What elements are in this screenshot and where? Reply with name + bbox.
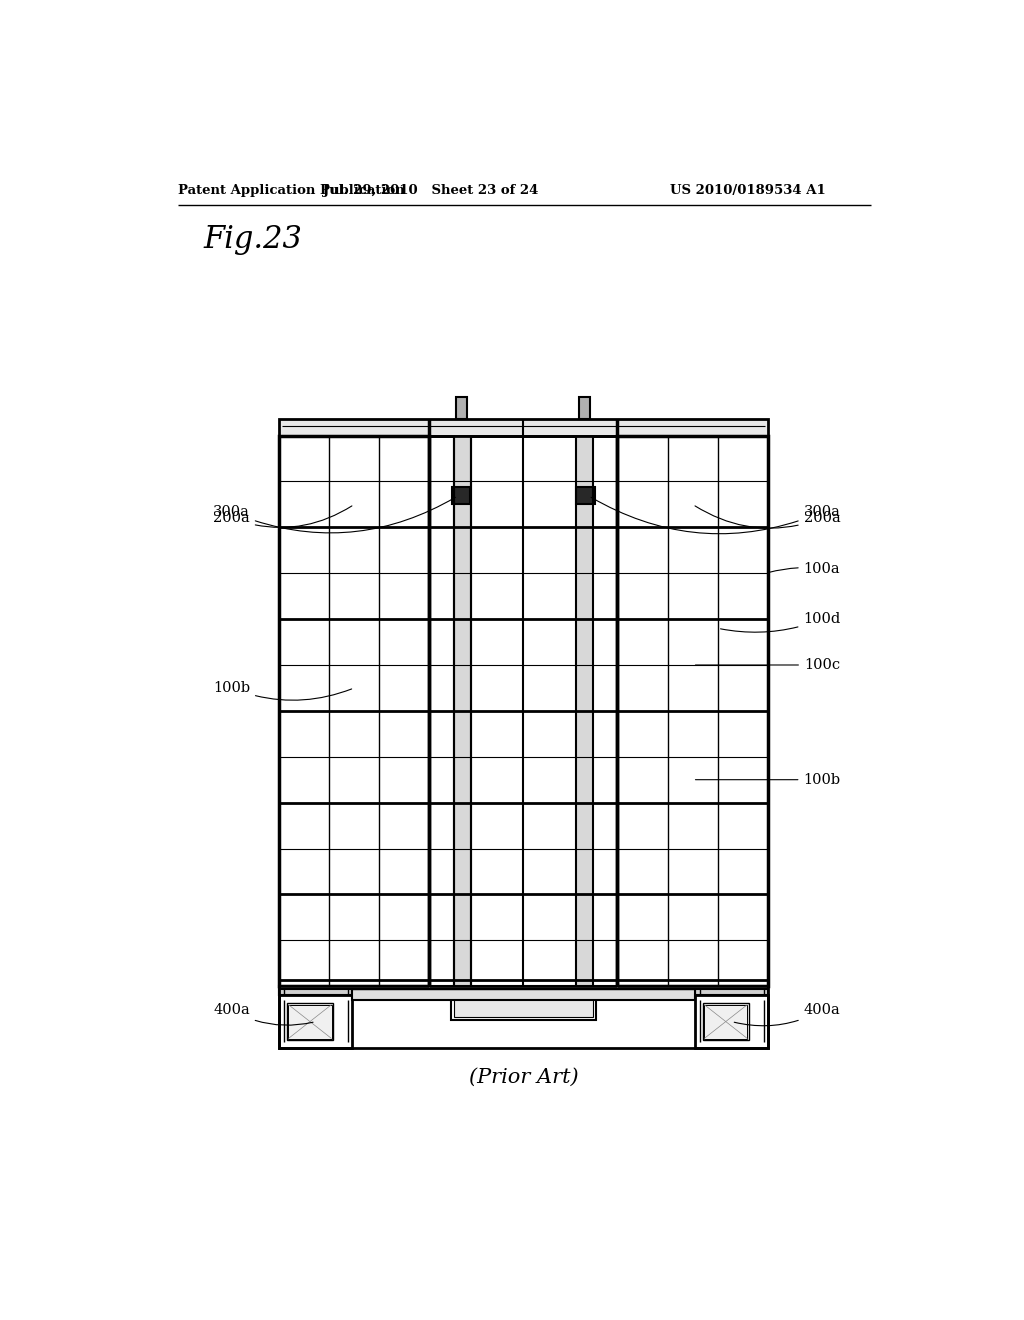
Bar (457, 397, 467, 418)
Text: Jul. 29, 2010   Sheet 23 of 24: Jul. 29, 2010 Sheet 23 of 24 (324, 185, 539, 197)
Text: (Prior Art): (Prior Art) (469, 1068, 579, 1086)
Text: US 2010/0189534 A1: US 2010/0189534 A1 (670, 185, 825, 197)
Bar (289, 1005, 332, 1039)
Text: Fig.23: Fig.23 (204, 224, 302, 255)
Bar (702, 1003, 749, 1040)
Text: 300a: 300a (213, 498, 456, 533)
Bar (287, 1003, 333, 1040)
Text: 100b: 100b (213, 681, 351, 700)
Bar (575, 436, 593, 986)
Bar (454, 998, 593, 1016)
Bar (580, 397, 590, 418)
Text: 100b: 100b (695, 772, 841, 787)
Text: 100a: 100a (768, 561, 841, 576)
Bar (280, 979, 768, 1048)
Text: 300a: 300a (591, 498, 841, 533)
Text: 100c: 100c (695, 657, 840, 672)
Bar (695, 995, 768, 1048)
Bar (451, 995, 596, 1020)
Bar (352, 989, 695, 1001)
Bar (577, 487, 595, 504)
Bar (617, 436, 768, 986)
Bar (280, 995, 352, 1048)
Bar (705, 1005, 748, 1039)
Text: 200a: 200a (695, 506, 841, 528)
Bar (280, 436, 429, 986)
Bar (280, 989, 352, 995)
Text: 200a: 200a (213, 506, 352, 528)
Bar (695, 989, 768, 995)
Text: 400a: 400a (734, 1003, 841, 1026)
Bar (280, 418, 768, 436)
Bar (280, 986, 768, 995)
Text: Patent Application Publication: Patent Application Publication (178, 185, 406, 197)
Text: 400a: 400a (213, 1003, 313, 1026)
Bar (452, 487, 470, 504)
Bar (454, 436, 471, 986)
Text: 100d: 100d (721, 612, 841, 632)
